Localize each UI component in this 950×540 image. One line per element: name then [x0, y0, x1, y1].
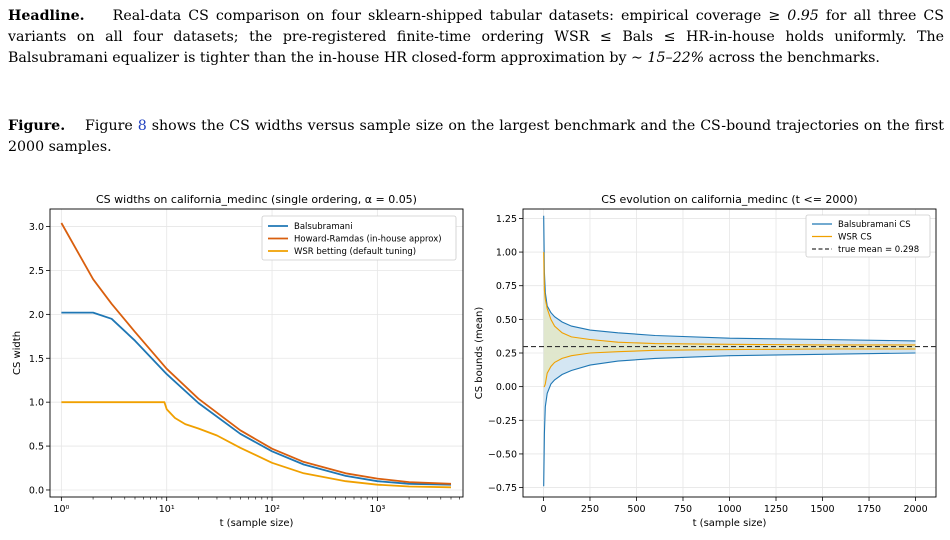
plot-frame [522, 208, 937, 498]
legend-label-howard_ramdas: Howard-Ramdas (in-house approx) [294, 235, 442, 245]
x-tick-label: 1250 [764, 504, 788, 515]
p1-text-e: across the benchmarks. [704, 50, 880, 66]
chart-title: CS widths on california_medinc (single o… [96, 193, 417, 206]
y-tick-label: 1.25 [496, 214, 517, 225]
x-axis-label: t (sample size) [693, 518, 767, 529]
y-axis-label: CS bounds (mean) [474, 307, 485, 400]
series-lower-wsr [543, 348, 916, 388]
p1-math-coverage: ≥ 0.95 [768, 8, 819, 24]
p1-math-le-1: ≤ [599, 29, 612, 45]
y-tick-label: 0.50 [496, 315, 517, 326]
y-tick-label: 2.0 [29, 310, 44, 321]
series-upper-wsr [543, 252, 916, 346]
p1-text-b: for all three CS variants on all four da… [8, 8, 944, 45]
cs-widths-chart: 10⁰ 10¹ 10² 10³ 0.0 0.5 1.0 1.5 2.0 2.5 3.0 CS widt… [12, 193, 464, 529]
x-tick-label: 1500 [810, 504, 834, 515]
headline-paragraph: Headline. Real-data CS comparison on fou… [8, 6, 944, 69]
x-tick-label: 2000 [903, 504, 927, 515]
x-tick-label: 750 [674, 504, 692, 515]
p1-math-le-2: ≤ [663, 29, 676, 45]
x-tick-label: 500 [627, 504, 645, 515]
y-tick-label: 1.0 [29, 398, 44, 409]
x-tick-label: 10³ [369, 504, 385, 515]
y-tick-label: 0.75 [496, 281, 517, 292]
x-tick-label: 0 [540, 504, 546, 515]
y-tick-label: −0.75 [488, 483, 517, 494]
series-upper-balsubramani [543, 215, 916, 342]
legend-label-balsubramani: Balsubramani [294, 222, 353, 232]
series-line-balsubramani [61, 311, 452, 486]
legend-box [805, 214, 931, 258]
y-tick-label: −0.25 [488, 416, 517, 427]
x-axis-label: t (sample size) [220, 518, 294, 529]
x-tick-label: 250 [581, 504, 599, 515]
x-tick-label: 10² [264, 504, 280, 515]
series-line-wsr [61, 401, 452, 489]
p2-text-b: shows the CS widths versus sample size o… [8, 118, 944, 155]
y-tick-label: −0.50 [488, 449, 517, 460]
p1-text-c: Bals [611, 29, 664, 45]
y-tick-label: 1.5 [29, 354, 44, 365]
y-tick-label: 0.0 [29, 485, 44, 496]
x-tick-label: 10⁰ [53, 504, 69, 515]
y-tick-label: 0.00 [496, 382, 517, 393]
legend-label-true-mean: true mean = 0.298 [838, 245, 919, 255]
legend-label-wsr: WSR CS [838, 233, 872, 243]
p1-math-percent: ∼ 15–22% [631, 50, 705, 66]
y-axis-label: CS width [12, 331, 23, 375]
x-tick-label: 1750 [857, 504, 881, 515]
figure-ref-link[interactable]: 8 [137, 118, 147, 134]
legend-box [261, 215, 457, 261]
x-tick-label: 1000 [717, 504, 741, 515]
y-tick-label: 2.5 [29, 266, 44, 277]
p2-text-a: Figure [85, 118, 138, 134]
series-line-howard_ramdas [60, 222, 452, 485]
legend-label-wsr: WSR betting (default tuning) [294, 247, 416, 257]
legend-label-balsubramani: Balsubramani CS [838, 220, 911, 230]
figure-paragraph: Figure. Figure 8 shows the CS widths ver… [8, 116, 944, 158]
p1-text-a: Real-data CS comparison on four sklearn-… [112, 8, 769, 24]
cs-evolution-chart: 0 250 500 750 1000 1250 1500 1750 2000 −0.75 −0.50… [474, 193, 937, 529]
plot-frame [49, 208, 464, 498]
x-tick-label: 10¹ [159, 504, 175, 515]
y-tick-label: 0.25 [496, 349, 517, 360]
p1-text-d: HR-in-house holds uniformly. The Balsubr… [8, 29, 944, 66]
y-tick-label: 1.00 [496, 248, 517, 259]
series-lower-balsubramani [543, 352, 916, 487]
figure-lead: Figure. [8, 118, 66, 134]
y-tick-label: 3.0 [29, 222, 44, 233]
y-tick-label: 0.5 [29, 442, 44, 453]
band-balsubramani [543, 215, 916, 487]
chart-title: CS evolution on california_medinc (t <= … [601, 193, 857, 206]
headline-lead: Headline. [8, 8, 85, 24]
